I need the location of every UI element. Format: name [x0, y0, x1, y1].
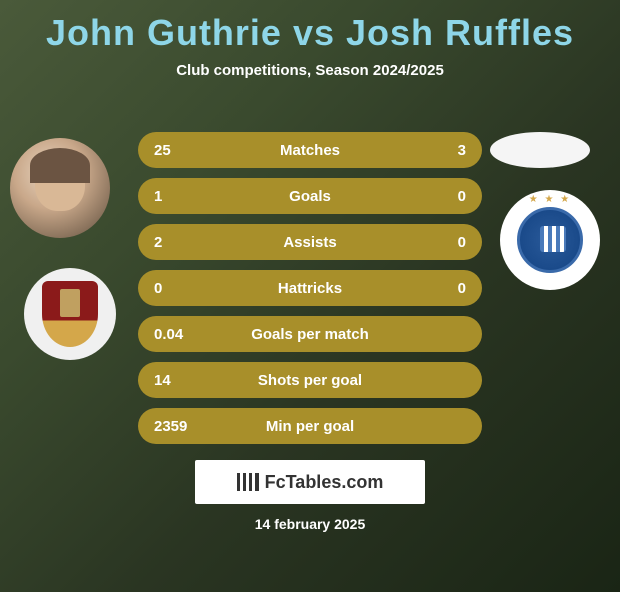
- stat-row: 1 Goals 0: [138, 178, 482, 214]
- stat-row: 25 Matches 3: [138, 132, 482, 168]
- stat-label: Hattricks: [214, 280, 406, 297]
- stat-label: Assists: [214, 234, 406, 251]
- stat-right-value: 0: [406, 280, 466, 297]
- footer-date: 14 february 2025: [0, 516, 620, 532]
- stat-label: Goals: [214, 188, 406, 205]
- player-right-avatar: [490, 132, 590, 168]
- stat-right-value: 0: [406, 234, 466, 251]
- stat-left-value: 0.04: [154, 326, 214, 343]
- player-left-avatar: [10, 138, 110, 238]
- stat-left-value: 25: [154, 142, 214, 159]
- stat-right-value: 0: [406, 188, 466, 205]
- stat-label: Matches: [214, 142, 406, 159]
- stat-left-value: 2: [154, 234, 214, 251]
- shield-icon: [42, 281, 98, 347]
- stats-table: 25 Matches 3 1 Goals 0 2 Assists 0 0 Hat…: [138, 132, 482, 454]
- bar-chart-icon: [237, 473, 259, 491]
- stat-left-value: 0: [154, 280, 214, 297]
- page-title: John Guthrie vs Josh Ruffles: [0, 12, 620, 54]
- stat-label: Min per goal: [214, 418, 406, 435]
- stat-row: 2359 Min per goal: [138, 408, 482, 444]
- stat-label: Goals per match: [214, 326, 406, 343]
- stat-right-value: 3: [406, 142, 466, 159]
- stat-left-value: 1: [154, 188, 214, 205]
- circle-badge-icon: [517, 207, 583, 273]
- stat-row: 2 Assists 0: [138, 224, 482, 260]
- stat-row: 0 Hattricks 0: [138, 270, 482, 306]
- stat-row: 14 Shots per goal: [138, 362, 482, 398]
- page-subtitle: Club competitions, Season 2024/2025: [0, 62, 620, 79]
- stat-left-value: 2359: [154, 418, 214, 435]
- watermark-text: FcTables.com: [265, 472, 384, 493]
- watermark-badge: FcTables.com: [195, 460, 425, 504]
- stat-label: Shots per goal: [214, 372, 406, 389]
- stat-left-value: 14: [154, 372, 214, 389]
- club-left-badge: [24, 268, 116, 360]
- club-right-badge: [500, 190, 600, 290]
- stat-row: 0.04 Goals per match: [138, 316, 482, 352]
